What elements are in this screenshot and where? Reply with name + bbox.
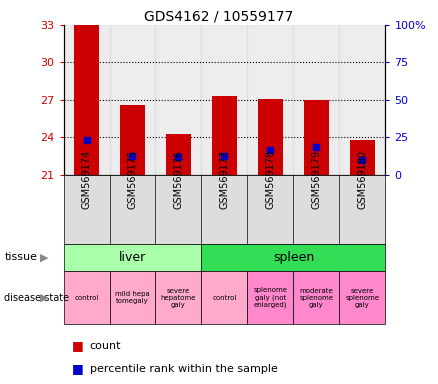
Text: percentile rank within the sample: percentile rank within the sample (90, 364, 278, 374)
Text: GDS4162 / 10559177: GDS4162 / 10559177 (145, 10, 293, 23)
Text: GSM569174: GSM569174 (81, 150, 92, 209)
Text: control: control (74, 295, 99, 301)
Bar (304, 100, 329, 175)
Bar (110, 25, 155, 175)
Text: tissue: tissue (4, 252, 37, 262)
Bar (201, 25, 247, 175)
Text: GSM569180: GSM569180 (357, 150, 367, 209)
Bar (120, 105, 145, 175)
Text: GSM569177: GSM569177 (219, 150, 230, 209)
Text: GSM569179: GSM569179 (311, 150, 321, 209)
Bar (258, 99, 283, 175)
Text: ▶: ▶ (39, 252, 48, 262)
Text: spleen: spleen (273, 251, 314, 264)
Text: severe
hepatome
galy: severe hepatome galy (161, 288, 196, 308)
Text: GSM569176: GSM569176 (173, 150, 184, 209)
Text: liver: liver (119, 251, 146, 264)
Text: GSM569178: GSM569178 (265, 150, 276, 209)
Bar (155, 25, 201, 175)
Text: ■: ■ (72, 339, 84, 352)
Bar (339, 25, 385, 175)
Text: GSM569175: GSM569175 (127, 150, 138, 209)
Text: disease state: disease state (4, 293, 70, 303)
Text: splenome
galy (not
enlarged): splenome galy (not enlarged) (254, 287, 287, 308)
Bar (350, 140, 375, 175)
Text: ▶: ▶ (39, 293, 48, 303)
Bar (212, 96, 237, 175)
Text: mild hepa
tomegaly: mild hepa tomegaly (115, 291, 150, 304)
Text: ■: ■ (72, 362, 84, 375)
Bar (166, 134, 191, 175)
Bar (74, 25, 99, 175)
Text: control: control (212, 295, 237, 301)
Text: moderate
splenome
galy: moderate splenome galy (300, 288, 333, 308)
Text: severe
splenome
galy: severe splenome galy (346, 288, 379, 308)
Text: count: count (90, 341, 121, 351)
Bar (247, 25, 293, 175)
Bar (293, 25, 339, 175)
Bar (64, 25, 110, 175)
